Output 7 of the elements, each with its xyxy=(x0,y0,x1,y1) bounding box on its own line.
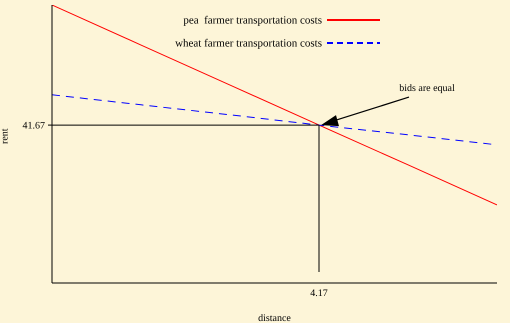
legend-label: wheat farmer transportation costs xyxy=(175,38,322,50)
text: 4.17 xyxy=(310,288,328,299)
x-axis-title: distance xyxy=(258,313,292,323)
annotation: bids are equal xyxy=(399,83,455,94)
legend-label: pea farmer transportation costs xyxy=(183,14,322,26)
y-axis-title: rent xyxy=(0,128,11,144)
text: 41.67 xyxy=(22,120,45,132)
